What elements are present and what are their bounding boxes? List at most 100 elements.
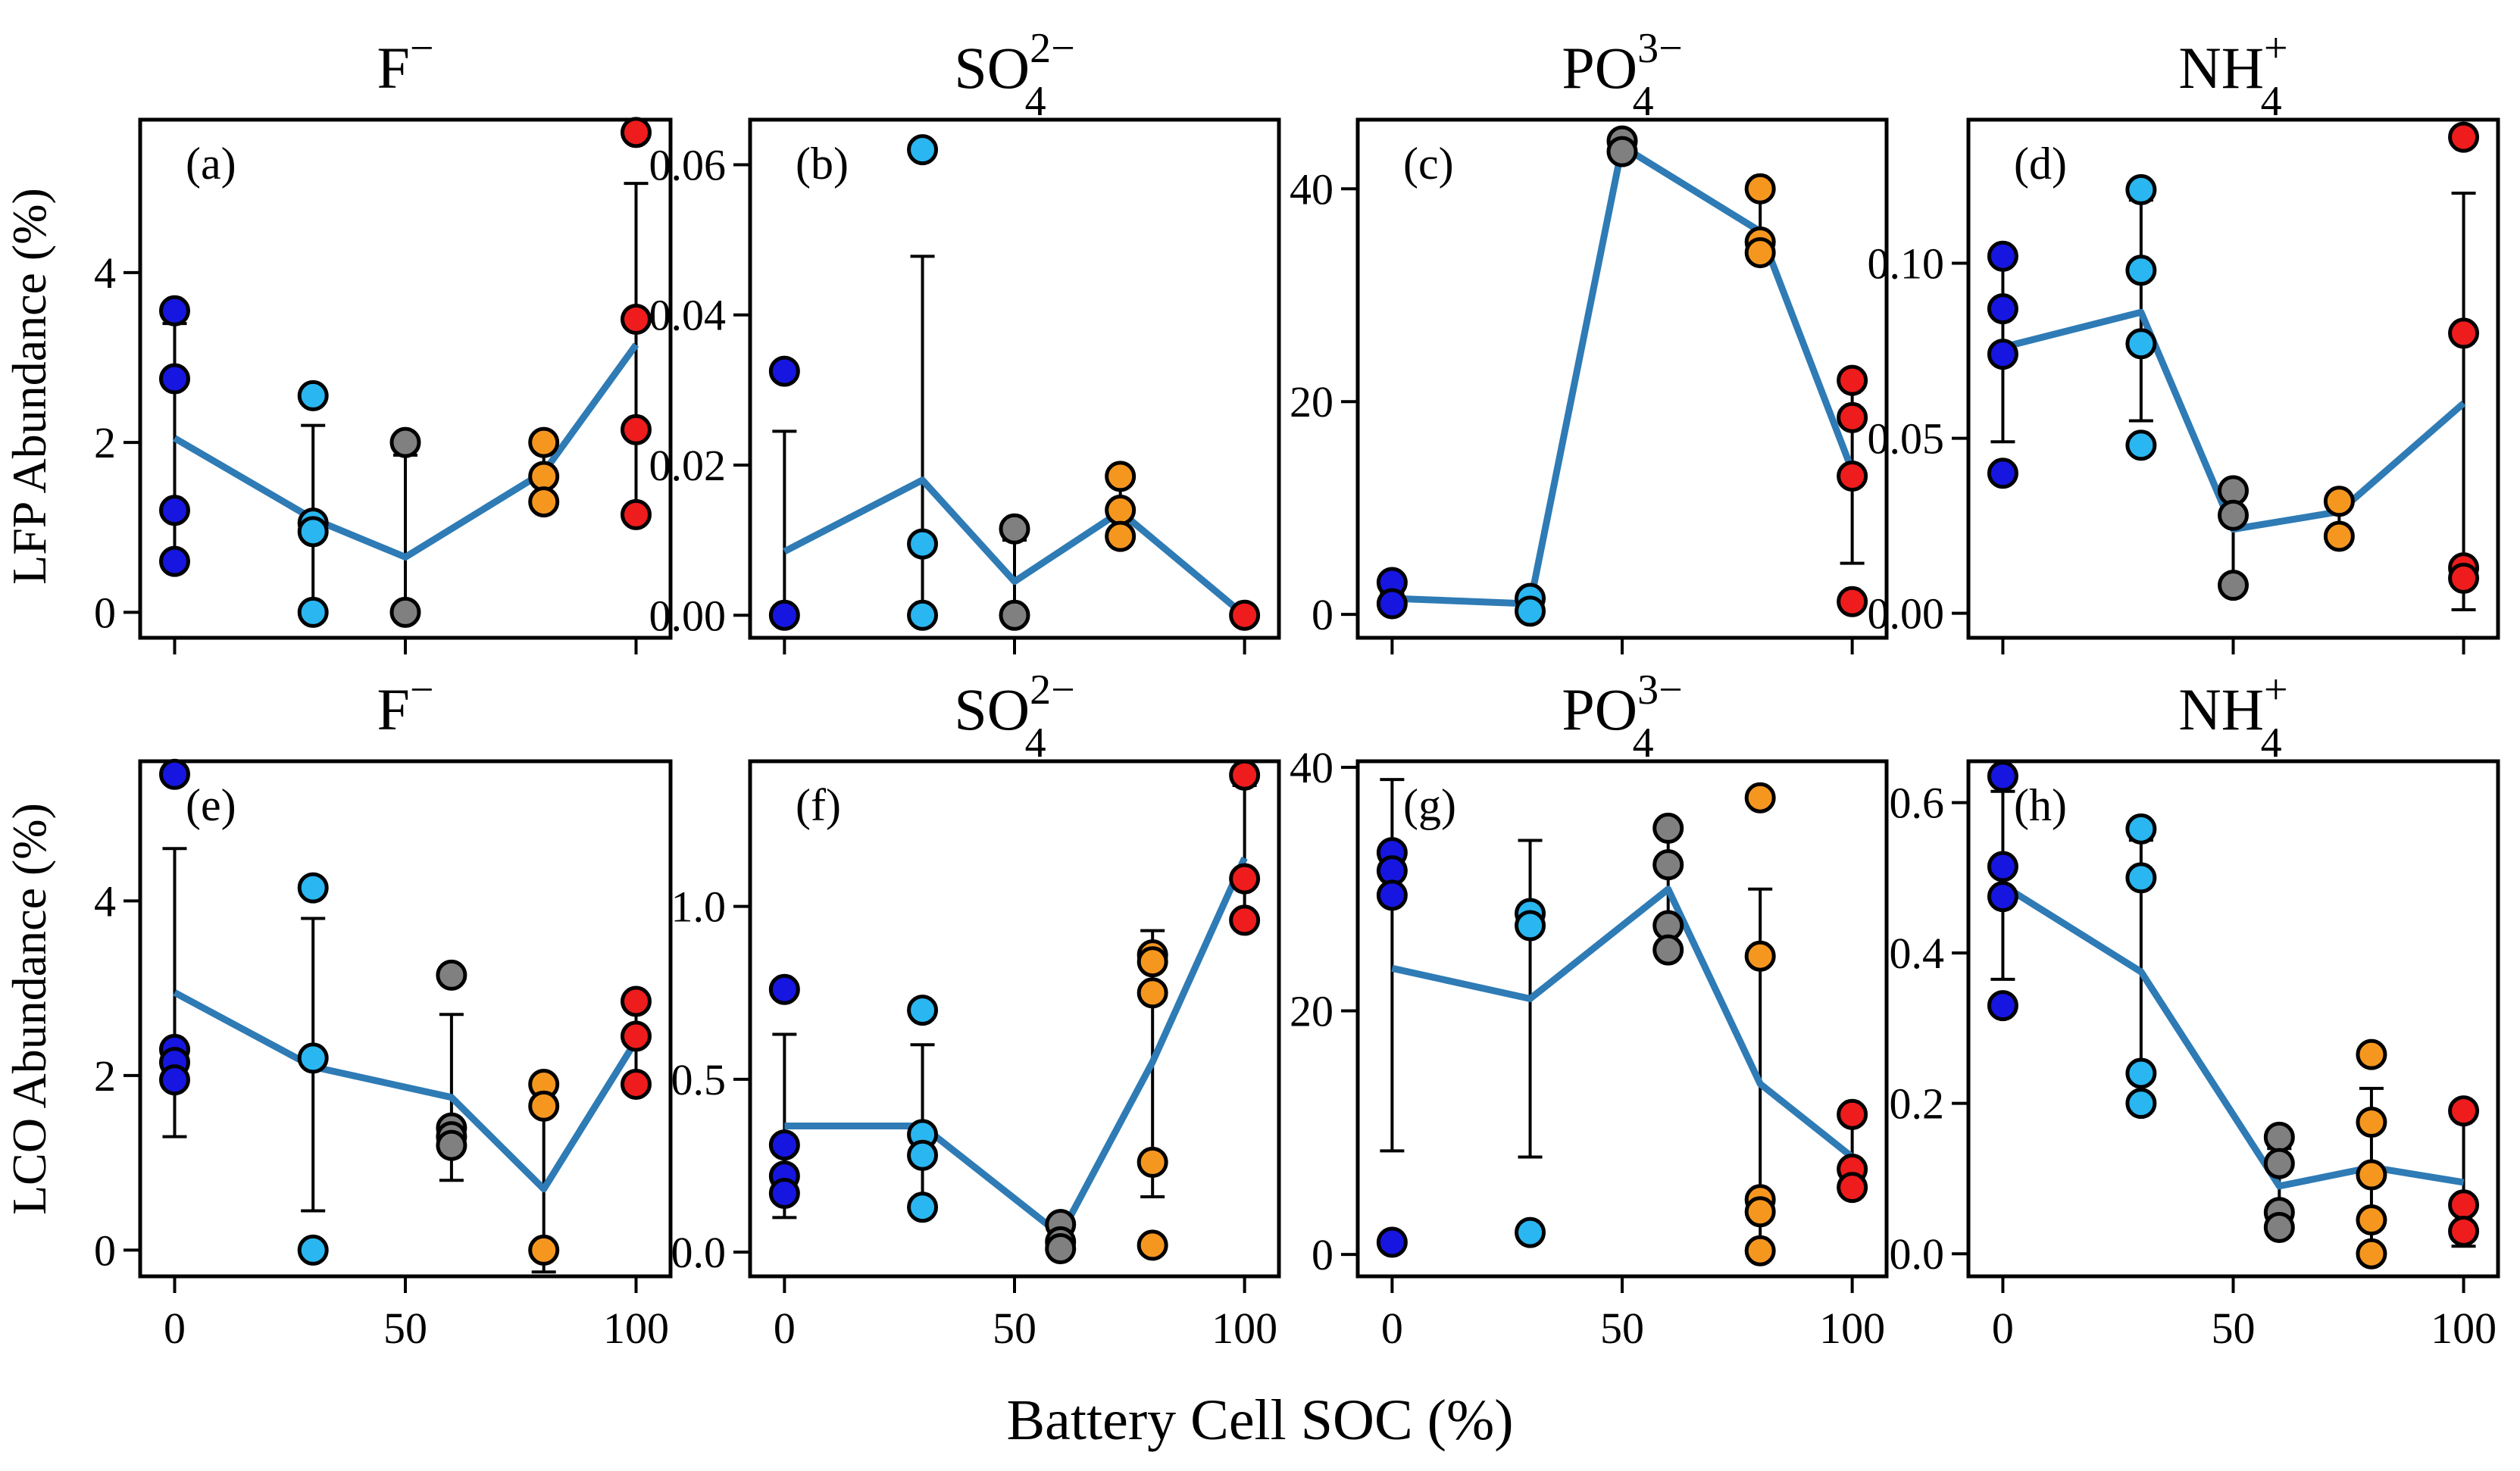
data-point — [2356, 1204, 2387, 1236]
panel-label: (a) — [186, 139, 236, 189]
y-tick-label: 0.0 — [671, 1228, 727, 1277]
data-point — [389, 426, 421, 458]
x-tick-label: 50 — [383, 1304, 427, 1353]
data-point — [528, 1090, 560, 1122]
panel-label: (e) — [186, 780, 236, 830]
y-tick-label: 0.6 — [1890, 779, 1945, 828]
data-point — [159, 295, 190, 326]
y-tick-label: 0.06 — [649, 140, 727, 189]
data-point — [1987, 240, 2018, 272]
data-point — [2356, 1038, 2387, 1070]
data-point — [389, 596, 421, 628]
panel-c: 0 20 40 PO3− 4 (c) — [1290, 25, 1889, 654]
panel-title: SO2− 4 — [954, 667, 1074, 767]
data-point — [768, 355, 800, 387]
title-ion: F — [377, 676, 410, 742]
data-point — [2125, 1057, 2157, 1089]
title-ion: SO — [954, 676, 1030, 742]
data-point — [297, 872, 329, 904]
data-point — [2125, 328, 2157, 360]
title-subscript: 4 — [1633, 720, 1654, 767]
data-point — [1837, 364, 1868, 396]
x-tick-label: 100 — [1819, 1304, 1885, 1353]
panel-label: (d) — [2014, 139, 2067, 189]
y-tick-label: 4 — [94, 876, 116, 926]
data-point — [2218, 570, 2249, 601]
data-point — [297, 1042, 329, 1074]
title-ion: PO — [1562, 676, 1637, 742]
data-point — [2125, 862, 2157, 894]
data-point — [2218, 499, 2249, 531]
data-point — [159, 363, 190, 395]
y-tick-label: 0.00 — [649, 591, 727, 640]
x-tick-label: 0 — [164, 1304, 186, 1353]
data-point — [621, 117, 652, 148]
y-tick-label: 20 — [1290, 377, 1333, 426]
title-ion: PO — [1562, 35, 1637, 101]
data-point — [1837, 401, 1868, 433]
panel-title: F− — [377, 667, 434, 742]
y-tick-label: 2 — [94, 1051, 116, 1101]
data-point — [907, 599, 939, 631]
title-charge: 3− — [1637, 667, 1683, 714]
data-point — [1105, 461, 1137, 492]
y-tick-label: 0.04 — [649, 291, 727, 340]
y-tick-label: 0.5 — [671, 1055, 727, 1104]
title-charge: 2− — [1030, 667, 1075, 714]
xlabel: Battery Cell SOC (%) — [1006, 1388, 1513, 1452]
title-charge: 3− — [1637, 25, 1683, 72]
panel-d: 0.00 0.05 0.10 NH+ 4 (d) — [1868, 25, 2500, 654]
data-point — [1105, 520, 1137, 552]
data-point — [1137, 1229, 1168, 1261]
data-point — [1987, 990, 2018, 1022]
data-point — [621, 304, 652, 336]
data-point — [1987, 881, 2018, 913]
data-point — [1744, 782, 1776, 814]
y-tick-label: 0 — [1312, 1230, 1333, 1279]
mean-line — [2001, 882, 2465, 1190]
data-point — [2125, 813, 2157, 845]
panel-f: 0 50 100 0.0 0.5 1.0 SO2− 4 (f) — [671, 667, 1281, 1353]
x-tick-label: 0 — [1381, 1304, 1403, 1353]
y-tick-label: 0 — [94, 1226, 116, 1275]
data-point — [2323, 486, 2355, 517]
data-point — [999, 513, 1030, 545]
y-tick-label: 20 — [1290, 987, 1333, 1036]
data-point — [768, 973, 800, 1005]
data-point — [1744, 173, 1776, 205]
data-point — [621, 1068, 652, 1100]
panel-label: (b) — [796, 139, 849, 189]
data-point — [1137, 977, 1168, 1009]
data-point — [999, 599, 1030, 631]
data-point — [1137, 946, 1168, 978]
data-point — [2125, 429, 2157, 461]
panel-label: (f) — [796, 780, 841, 830]
x-tick-label: 50 — [1600, 1304, 1644, 1353]
data-point — [297, 596, 329, 628]
data-point — [621, 498, 652, 530]
data-point — [1515, 595, 1546, 627]
x-tick-label: 50 — [2212, 1304, 2256, 1353]
y-tick-label: 0.2 — [1890, 1079, 1945, 1129]
mean-line — [1391, 885, 1855, 1160]
data-point — [2448, 1189, 2480, 1221]
data-point — [2323, 520, 2355, 552]
title-ion: SO — [954, 35, 1030, 101]
panel-h: 0 50 100 0.0 0.2 0.4 0.6 NH+ 4 (h) — [1890, 667, 2500, 1353]
data-point — [1837, 461, 1868, 492]
data-point — [159, 1064, 190, 1096]
x-tick-label: 100 — [1212, 1304, 1277, 1353]
data-point — [528, 426, 560, 458]
data-point — [1376, 879, 1408, 911]
data-point — [2263, 1211, 2295, 1243]
title-ion: F — [377, 35, 410, 101]
panel-label: (g) — [1403, 780, 1456, 830]
data-point — [1515, 1216, 1546, 1248]
data-point — [2263, 1121, 2295, 1153]
data-point — [436, 959, 467, 991]
x-tick-label: 100 — [603, 1304, 669, 1353]
data-point — [1515, 910, 1546, 942]
